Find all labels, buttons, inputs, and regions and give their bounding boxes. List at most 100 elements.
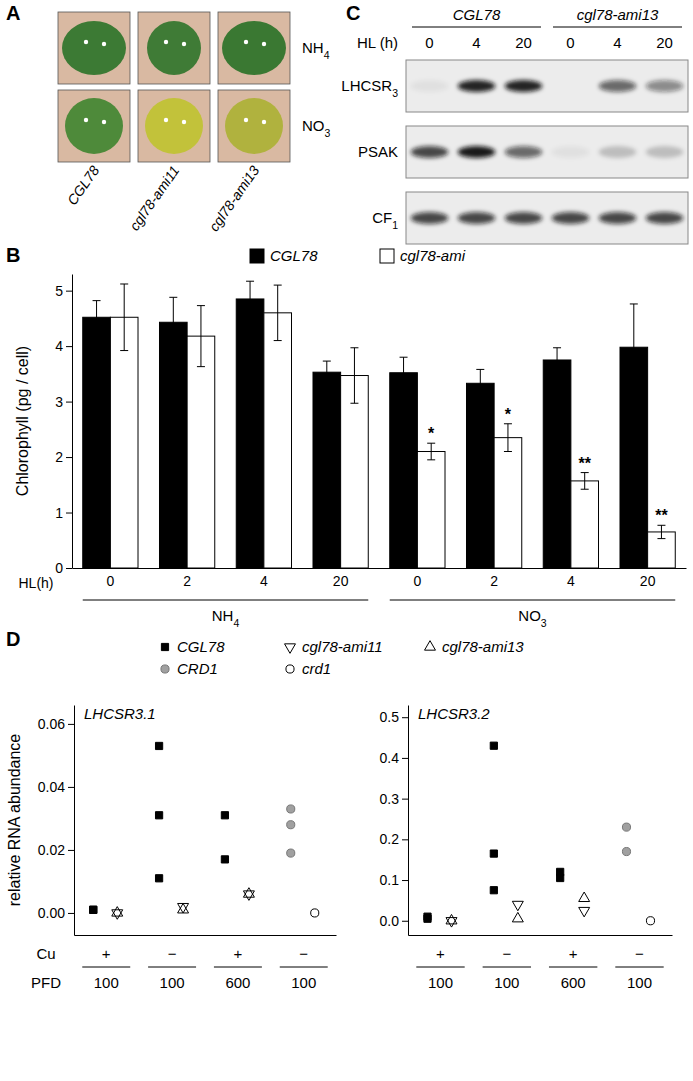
significance: *	[428, 425, 435, 442]
point	[178, 903, 189, 912]
subscript: 3	[325, 127, 331, 139]
highlight	[182, 42, 186, 46]
tick: 1	[55, 505, 72, 521]
legend-swatch	[250, 249, 264, 263]
bar	[571, 481, 599, 568]
y-axis: 0.000.020.040.06	[38, 706, 75, 936]
tick-label: 1	[55, 505, 63, 521]
panel-c: CCGL78cgl78-ami13HL (h)04200420LHCSR3PSA…	[341, 2, 688, 244]
highlight	[262, 120, 266, 124]
tick: 0.0	[380, 913, 408, 929]
time: 20	[656, 34, 673, 51]
band	[505, 212, 543, 224]
bar	[110, 317, 138, 568]
point	[557, 874, 564, 881]
point	[446, 914, 457, 923]
point	[490, 742, 497, 749]
tick-label: 2	[183, 573, 191, 589]
error-bar	[504, 424, 512, 452]
error-bar	[476, 369, 484, 397]
tick-label: 4	[55, 338, 63, 354]
error-bar	[553, 348, 561, 372]
highlight	[244, 40, 248, 44]
tick-label: 0.00	[38, 905, 65, 921]
tick: 20	[640, 573, 656, 589]
row-value: +	[569, 945, 578, 962]
tick-label: 0.06	[38, 716, 65, 732]
highlight	[182, 120, 186, 124]
plot-area	[83, 281, 676, 568]
chart-title: LHCSR3.2	[418, 705, 490, 722]
text-part: NO	[518, 607, 541, 624]
band	[411, 212, 449, 224]
subscript: 3	[541, 617, 547, 629]
row-label: CF1	[372, 209, 398, 231]
tick-mark	[68, 724, 74, 725]
tick-mark	[402, 839, 408, 840]
error-bar	[630, 304, 638, 391]
point	[287, 805, 295, 813]
subscript: 3	[392, 87, 398, 99]
time: 4	[472, 34, 480, 51]
band	[505, 146, 543, 158]
panel-letter: D	[6, 628, 20, 650]
bar	[417, 452, 445, 568]
group-label: CGL78	[453, 6, 501, 23]
bar	[83, 317, 111, 568]
legend-marker	[161, 665, 169, 673]
tick-mark	[66, 291, 72, 292]
tick: 0.02	[38, 842, 74, 858]
plate-background	[218, 90, 290, 162]
tick-label: 0.02	[38, 842, 65, 858]
bar	[313, 372, 341, 568]
row-value: −	[502, 945, 511, 962]
legend-label: cgl78-ami11	[302, 638, 383, 655]
band	[552, 80, 590, 92]
column-label: cgl78-ami11	[126, 163, 182, 234]
group-line	[553, 27, 682, 28]
tick: 5	[55, 283, 72, 299]
tick-label: 0.5	[380, 709, 400, 725]
tick-label: 3	[55, 394, 63, 410]
tick: 0	[55, 560, 72, 576]
tick-mark	[66, 513, 72, 514]
band	[646, 212, 684, 224]
panel-letter: B	[6, 244, 20, 266]
tick: 0.1	[380, 872, 408, 888]
group-line	[82, 967, 130, 968]
row-label: PSAK	[358, 143, 398, 160]
tick-label: 0.2	[380, 831, 400, 847]
error-bar	[120, 284, 128, 351]
row-value: 100	[94, 974, 119, 991]
band	[458, 146, 496, 158]
highlight	[102, 120, 106, 124]
group-line	[390, 600, 676, 601]
tick-mark	[66, 568, 72, 569]
time: 0	[566, 34, 574, 51]
point	[512, 912, 523, 921]
tick-mark	[402, 758, 408, 759]
tick: 4	[567, 573, 575, 589]
significance: *	[505, 406, 512, 423]
tick-label: 0.0	[380, 913, 400, 929]
row-value: 100	[160, 974, 185, 991]
plot-area	[424, 742, 655, 927]
row-value: 100	[627, 974, 652, 991]
tick-label: 0.4	[380, 750, 400, 766]
colony	[147, 21, 201, 75]
legend-swatch	[380, 249, 394, 263]
tick: 0.3	[380, 791, 408, 807]
legend-label: CGL78	[177, 638, 225, 655]
row-label: NO3	[302, 117, 331, 139]
tick-mark	[402, 921, 408, 922]
figure: ANH4NO3CGL78cgl78-ami11cgl78-ami13CCGL78…	[0, 0, 693, 1081]
plate-background	[58, 90, 130, 162]
bar	[543, 360, 571, 568]
colony	[225, 98, 283, 154]
point	[490, 887, 497, 894]
text-part: NO	[302, 117, 325, 134]
column-label: CGL78	[64, 162, 103, 208]
tick-label: 4	[567, 573, 575, 589]
highlight	[164, 40, 168, 44]
tick-mark	[68, 850, 74, 851]
